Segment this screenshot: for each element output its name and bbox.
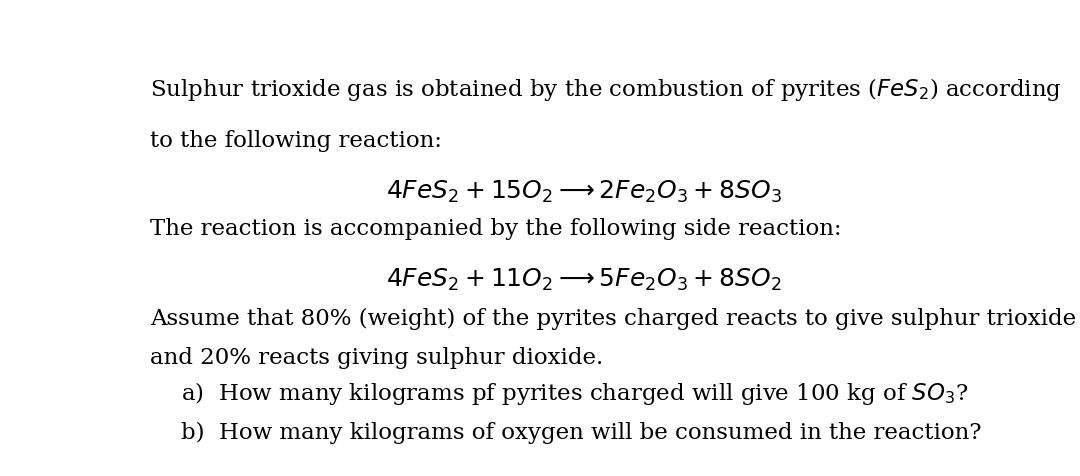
Text: The reaction is accompanied by the following side reaction:: The reaction is accompanied by the follo… (150, 218, 841, 240)
Text: a)  How many kilograms pf pyrites charged will give 100 kg of $\mathit{SO}_{3}$?: a) How many kilograms pf pyrites charged… (181, 379, 969, 406)
Text: to the following reaction:: to the following reaction: (150, 130, 442, 152)
Text: $4\mathit{FeS}_{2} + 15\mathit{O}_{2} \longrightarrow 2\mathit{Fe}_{2}\mathit{O}: $4\mathit{FeS}_{2} + 15\mathit{O}_{2} \l… (387, 178, 782, 204)
Text: Sulphur trioxide gas is obtained by the combustion of pyrites ($\mathit{FeS}_{2}: Sulphur trioxide gas is obtained by the … (150, 76, 1062, 103)
Text: Assume that 80% (weight) of the pyrites charged reacts to give sulphur trioxide: Assume that 80% (weight) of the pyrites … (150, 307, 1076, 330)
Text: $4\mathit{FeS}_{2} + 11\mathit{O}_{2} \longrightarrow 5\mathit{Fe}_{2}\mathit{O}: $4\mathit{FeS}_{2} + 11\mathit{O}_{2} \l… (387, 266, 782, 292)
Text: and 20% reacts giving sulphur dioxide.: and 20% reacts giving sulphur dioxide. (150, 346, 604, 368)
Text: b)  How many kilograms of oxygen will be consumed in the reaction?: b) How many kilograms of oxygen will be … (181, 421, 982, 443)
